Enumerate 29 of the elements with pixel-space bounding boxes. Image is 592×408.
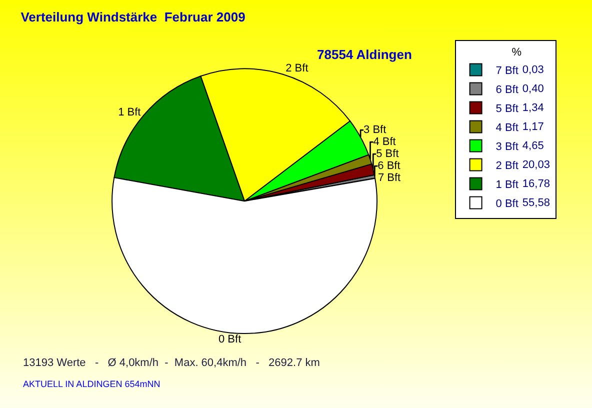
slice-label: 0 Bft — [218, 334, 242, 346]
data-label: 55,58 — [522, 197, 550, 210]
data-label: 0,03 — [522, 64, 544, 76]
legend-label: 0 Bft — [496, 198, 518, 210]
legend-label: 3 Bft — [496, 141, 518, 154]
data-label: 0,40 — [522, 83, 544, 96]
data-label: 20,03 — [522, 159, 550, 172]
legend-label: 1 Bft — [496, 179, 518, 192]
slice-label: 2 Bft — [286, 62, 308, 75]
slice-label: 3 Bft — [364, 124, 386, 136]
legend-title: % — [512, 46, 522, 58]
legend-label: 5 Bft — [496, 103, 518, 116]
slice-label: 7 Bft — [378, 172, 401, 184]
text: 13193 Werte - Ø 4,0km/h - Max. 60,4km/h - 2692.7 km — [23, 357, 320, 369]
legend-label: 4 Bft — [496, 122, 518, 134]
slice-label: 5 Bft — [376, 148, 399, 160]
legend-label: 7 Bft — [496, 65, 518, 78]
data-label: 1,34 — [522, 102, 544, 114]
data-label: 16,78 — [522, 178, 550, 190]
text: AKTUELL IN ALDINGEN 654mNN — [23, 379, 160, 389]
text: 78554 Aldingen — [317, 47, 412, 62]
legend-label: 6 Bft — [496, 84, 518, 96]
chart-title: Verteilung Windstärke Februar 2009 — [20, 9, 246, 24]
data-label: 1,17 — [522, 121, 544, 134]
slice-label: 1 Bft — [118, 106, 141, 119]
slice-label: 4 Bft — [373, 136, 396, 148]
legend-label: 2 Bft — [496, 160, 518, 172]
slice-label: 6 Bft — [378, 160, 400, 172]
data-label: 4,65 — [522, 140, 544, 152]
